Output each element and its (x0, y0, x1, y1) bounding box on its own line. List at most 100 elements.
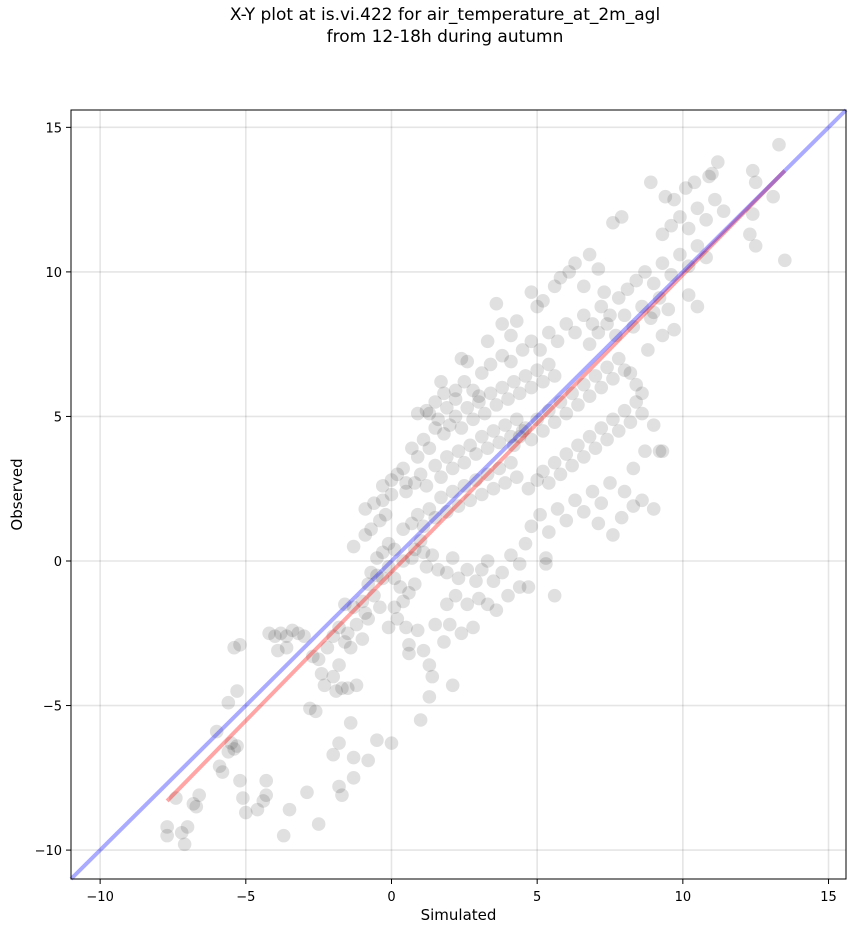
data-point (384, 487, 399, 502)
data-point (326, 747, 341, 762)
data-point (466, 412, 480, 427)
data-point (539, 551, 553, 565)
data-point (384, 473, 399, 487)
data-point (507, 438, 521, 453)
data-point (559, 447, 574, 461)
data-point (547, 455, 562, 470)
grid-lines (71, 110, 846, 879)
data-point (326, 669, 341, 684)
data-point (276, 828, 291, 843)
data-point (708, 192, 722, 207)
data-point (431, 412, 445, 427)
data-point (483, 357, 498, 372)
data-point (483, 386, 498, 401)
data-point (576, 505, 591, 519)
data-point (332, 620, 346, 635)
data-point (256, 794, 271, 808)
data-point (542, 525, 556, 539)
data-point (410, 623, 425, 638)
data-point (407, 542, 422, 557)
data-point (469, 574, 483, 589)
data-point (582, 337, 597, 351)
data-point (664, 218, 678, 233)
data-point (673, 247, 687, 262)
data-point (690, 239, 705, 253)
data-point (536, 294, 550, 308)
data-point (591, 325, 606, 340)
data-point (475, 429, 489, 444)
data-point (407, 476, 422, 490)
data-point (617, 363, 632, 377)
data-point (448, 588, 463, 603)
data-point (504, 455, 518, 470)
data-point (472, 591, 486, 606)
data-point (215, 765, 230, 779)
x-tick-label: −5 (236, 890, 255, 905)
data-point (422, 441, 437, 456)
data-point (565, 386, 579, 401)
data-point (643, 311, 658, 325)
data-point (524, 432, 539, 447)
data-point (626, 461, 641, 476)
data-point (317, 678, 332, 693)
data-point (603, 308, 617, 323)
data-point (177, 837, 192, 852)
data-point (361, 577, 375, 591)
data-point (285, 623, 300, 638)
data-point (457, 374, 472, 389)
data-point (594, 380, 609, 395)
data-point (209, 724, 224, 739)
plot-frame (70, 109, 847, 880)
data-point (512, 386, 527, 401)
data-point (416, 643, 431, 658)
data-point (600, 432, 614, 447)
data-point (390, 467, 405, 482)
data-point (440, 597, 454, 612)
data-point (332, 658, 346, 672)
data-point (434, 470, 448, 484)
data-point (332, 779, 346, 794)
data-point (524, 334, 539, 349)
data-point (378, 507, 393, 522)
data-point (416, 545, 431, 560)
regression-line (165, 169, 787, 803)
data-point (375, 479, 390, 493)
y-tick-label: −10 (35, 844, 62, 859)
data-point (332, 736, 346, 750)
data-point (442, 617, 457, 632)
data-point (766, 189, 780, 204)
data-point (486, 481, 501, 496)
data-point (311, 817, 326, 831)
data-point (419, 479, 434, 493)
data-point (681, 259, 696, 273)
data-point (480, 597, 495, 612)
data-point (489, 296, 504, 311)
data-point (402, 585, 416, 600)
chart-title: X-Y plot at is.vi.422 for air_temperatur… (229, 5, 661, 25)
data-point (611, 351, 626, 366)
data-point (498, 418, 512, 432)
data-point (373, 600, 387, 615)
data-point (407, 577, 422, 591)
data-point (504, 548, 518, 563)
data-point (591, 262, 606, 276)
data-point (576, 279, 591, 294)
data-point (440, 400, 454, 415)
data-point (451, 571, 466, 586)
data-point (236, 791, 250, 805)
data-point (343, 640, 358, 655)
data-point (189, 799, 204, 814)
data-point (655, 256, 670, 271)
data-point (227, 640, 241, 655)
data-point (329, 684, 343, 698)
data-point (326, 629, 341, 643)
data-point (457, 455, 472, 470)
data-point (475, 366, 489, 380)
data-point (349, 617, 364, 632)
data-point (437, 426, 451, 441)
data-point (335, 681, 349, 695)
data-point (524, 380, 539, 395)
data-point (635, 299, 649, 314)
data-point (620, 282, 635, 297)
data-point (451, 444, 466, 458)
